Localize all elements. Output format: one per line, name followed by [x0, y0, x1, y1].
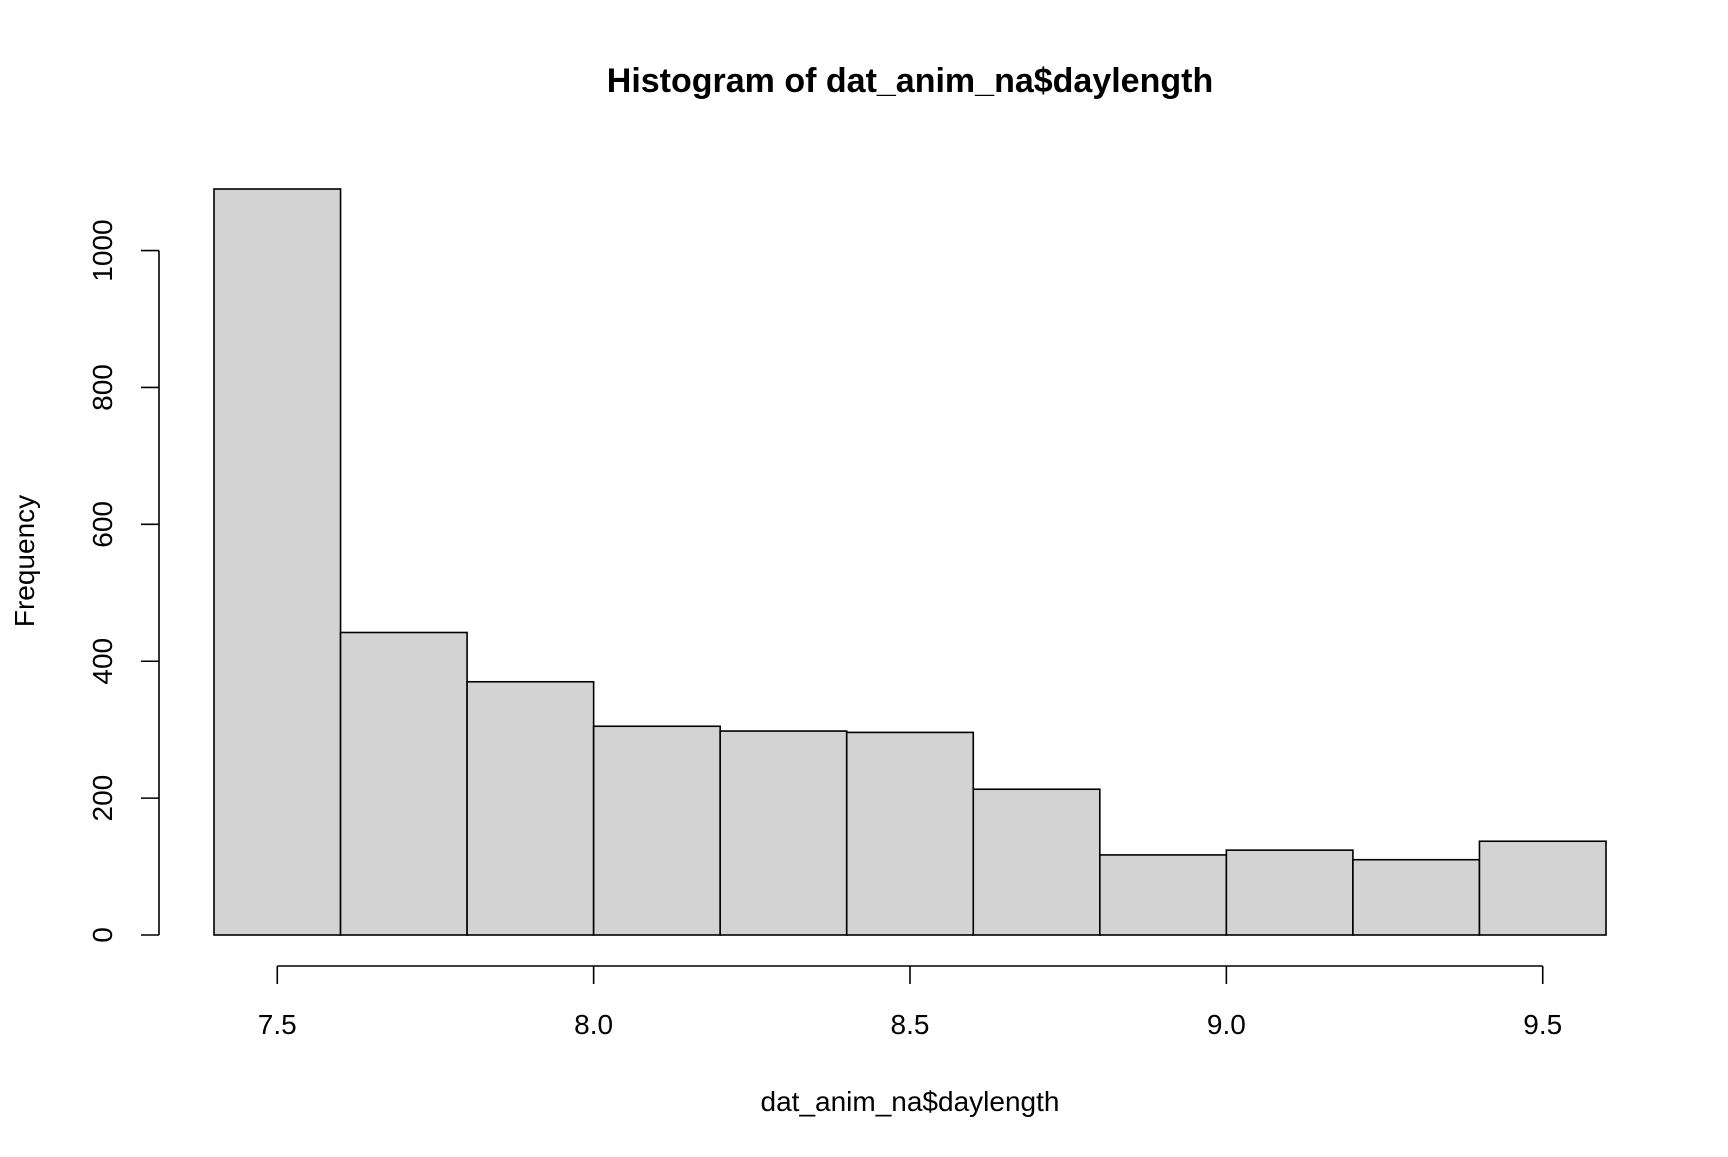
- x-axis-label: dat_anim_na$daylength: [761, 1086, 1060, 1117]
- histogram-bar: [466, 680, 595, 936]
- x-tick-label: 8.0: [574, 1009, 613, 1040]
- y-tick-label: 400: [87, 638, 118, 685]
- histogram-bar: [1478, 840, 1607, 936]
- histogram-bar: [213, 188, 342, 936]
- y-tick-label: 800: [87, 364, 118, 411]
- histogram-bar: [1099, 854, 1228, 936]
- x-axis: 7.5 8.0 8.5 9.0 9.5: [258, 965, 1562, 1040]
- y-tick-label: 200: [87, 775, 118, 822]
- y-axis-label: Frequency: [9, 495, 40, 627]
- y-tick-label: 1000: [87, 219, 118, 281]
- histogram-bar: [1225, 849, 1354, 936]
- histogram-bar: [339, 631, 468, 936]
- histogram-bar: [719, 730, 848, 936]
- y-tick-label: 0: [87, 927, 118, 943]
- y-tick-label: 600: [87, 501, 118, 548]
- histogram-bar: [845, 731, 975, 936]
- chart-title: Histogram of dat_anim_na$daylength: [607, 62, 1213, 100]
- histogram-bars: [213, 188, 1607, 936]
- histogram-bar: [592, 725, 721, 936]
- x-tick-label: 9.0: [1207, 1009, 1246, 1040]
- y-axis: 0 200 400 600 800 1000: [87, 219, 160, 943]
- histogram-bar: [972, 788, 1101, 936]
- histogram-bar: [1352, 858, 1481, 936]
- x-tick-label: 9.5: [1523, 1009, 1562, 1040]
- x-tick-label: 8.5: [891, 1009, 930, 1040]
- x-tick-label: 7.5: [258, 1009, 297, 1040]
